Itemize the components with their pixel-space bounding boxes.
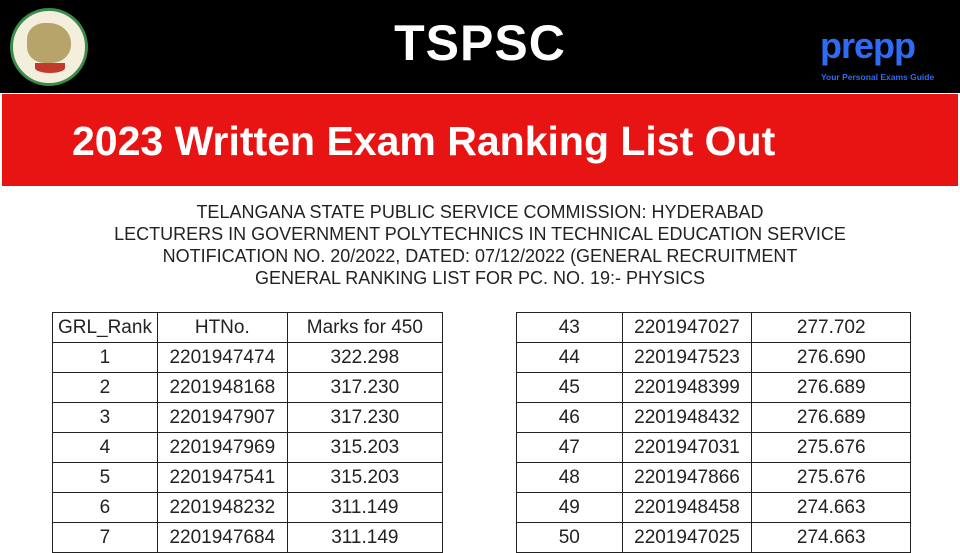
cell-rank: 48	[516, 462, 623, 493]
header-marks: Marks for 450	[286, 312, 444, 343]
table-row: 49 2201948458 274.663	[516, 492, 911, 523]
cell-htno: 2201947031	[621, 432, 753, 463]
cell-htno: 2201948399	[621, 372, 753, 403]
cell-marks: 275.676	[751, 432, 911, 463]
cell-htno: 2201947541	[156, 462, 288, 493]
table-row: 5 2201947541 315.203	[52, 462, 444, 493]
header-rank: GRL_Rank	[52, 312, 158, 343]
cell-rank: 46	[516, 402, 623, 433]
cell-rank: 6	[52, 492, 158, 523]
cell-htno: 2201948232	[156, 492, 288, 523]
cell-rank: 2	[52, 372, 158, 403]
table-row: 43 2201947027 277.702	[516, 312, 911, 343]
table-row: 7 2201947684 311.149	[52, 522, 444, 553]
cell-htno: 2201948168	[156, 372, 288, 403]
cell-htno: 2201948458	[621, 492, 753, 523]
cell-rank: 4	[52, 432, 158, 463]
headline-band	[2, 94, 958, 186]
cell-htno: 2201947474	[156, 342, 288, 373]
doc-line-4: GENERAL RANKING LIST FOR PC. NO. 19:- PH…	[254, 268, 706, 288]
cell-htno: 2201947866	[621, 462, 753, 493]
cell-rank: 7	[52, 522, 158, 553]
table-header-row: GRL_Rank HTNo. Marks for 450	[52, 312, 444, 343]
cell-rank: 45	[516, 372, 623, 403]
cell-rank: 5	[52, 462, 158, 493]
table-row: 1 2201947474 322.298	[52, 342, 444, 373]
cell-rank: 3	[52, 402, 158, 433]
tspsc-logo	[10, 8, 88, 86]
cell-htno: 2201948432	[621, 402, 753, 433]
table-row: 50 2201947025 274.663	[516, 522, 911, 553]
cell-htno: 2201947523	[621, 342, 753, 373]
cell-rank: 1	[52, 342, 158, 373]
doc-line-1: TELANGANA STATE PUBLIC SERVICE COMMISSIO…	[196, 202, 764, 222]
cell-rank: 44	[516, 342, 623, 373]
table-row: 48 2201947866 275.676	[516, 462, 911, 493]
top-bar: TSPSC prepp Your Personal Exams Guide	[0, 0, 960, 93]
cell-htno: 2201947025	[621, 522, 753, 553]
prepp-tagline: Your Personal Exams Guide	[821, 72, 935, 82]
table-row: 6 2201948232 311.149	[52, 492, 444, 523]
header-htno: HTNo.	[156, 312, 288, 343]
cell-rank: 50	[516, 522, 623, 553]
table-row: 45 2201948399 276.689	[516, 372, 911, 403]
table-row: 44 2201947523 276.690	[516, 342, 911, 373]
prepp-logo: prepp	[820, 25, 916, 66]
doc-line-2: LECTURERS IN GOVERNMENT POLYTECHNICS IN …	[114, 224, 846, 244]
ranking-table-left: GRL_Rank HTNo. Marks for 450 1 2201947474…	[52, 312, 444, 553]
brand-title: TSPSC	[394, 15, 566, 71]
cell-htno: 2201947684	[156, 522, 288, 553]
cell-rank: 47	[516, 432, 623, 463]
cell-marks: 315.203	[286, 432, 444, 463]
ranking-table-right: 43 2201947027 277.702 44 2201947523 276.690 45…	[516, 312, 911, 553]
table-row: 47 2201947031 275.676	[516, 432, 911, 463]
cell-marks: 277.702	[751, 312, 911, 343]
cell-marks: 274.663	[751, 492, 911, 523]
cell-htno: 2201947969	[156, 432, 288, 463]
cell-marks: 311.149	[286, 522, 444, 553]
cell-marks: 276.690	[751, 342, 911, 373]
cell-marks: 275.676	[751, 462, 911, 493]
cell-marks: 317.230	[286, 402, 444, 433]
table-row: 3 2201947907 317.230	[52, 402, 444, 433]
cell-marks: 317.230	[286, 372, 444, 403]
cell-marks: 315.203	[286, 462, 444, 493]
cell-rank: 43	[516, 312, 623, 343]
cell-rank: 49	[516, 492, 623, 523]
cell-marks: 274.663	[751, 522, 911, 553]
table-row: 46 2201948432 276.689	[516, 402, 911, 433]
cell-htno: 2201947027	[621, 312, 753, 343]
cell-marks: 322.298	[286, 342, 444, 373]
headline: 2023 Written Exam Ranking List Out	[72, 118, 776, 164]
table-row: 2 2201948168 317.230	[52, 372, 444, 403]
doc-line-3: NOTIFICATION NO. 20/2022, DATED: 07/12/2…	[162, 246, 798, 266]
table-row: 4 2201947969 315.203	[52, 432, 444, 463]
cell-marks: 311.149	[286, 492, 444, 523]
cell-marks: 276.689	[751, 402, 911, 433]
cell-marks: 276.689	[751, 372, 911, 403]
cell-htno: 2201947907	[156, 402, 288, 433]
